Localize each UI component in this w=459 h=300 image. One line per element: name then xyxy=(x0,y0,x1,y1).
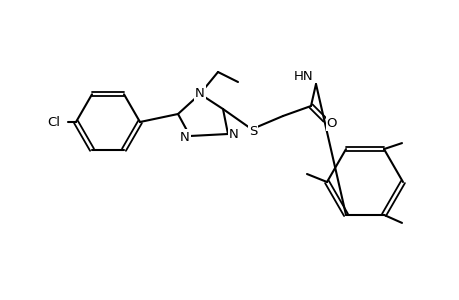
Text: Cl: Cl xyxy=(47,116,61,128)
Text: S: S xyxy=(248,124,257,137)
Text: HN: HN xyxy=(294,70,313,83)
Text: N: N xyxy=(229,128,238,140)
Text: N: N xyxy=(195,86,204,100)
Text: N: N xyxy=(180,130,190,143)
Text: O: O xyxy=(326,116,336,130)
